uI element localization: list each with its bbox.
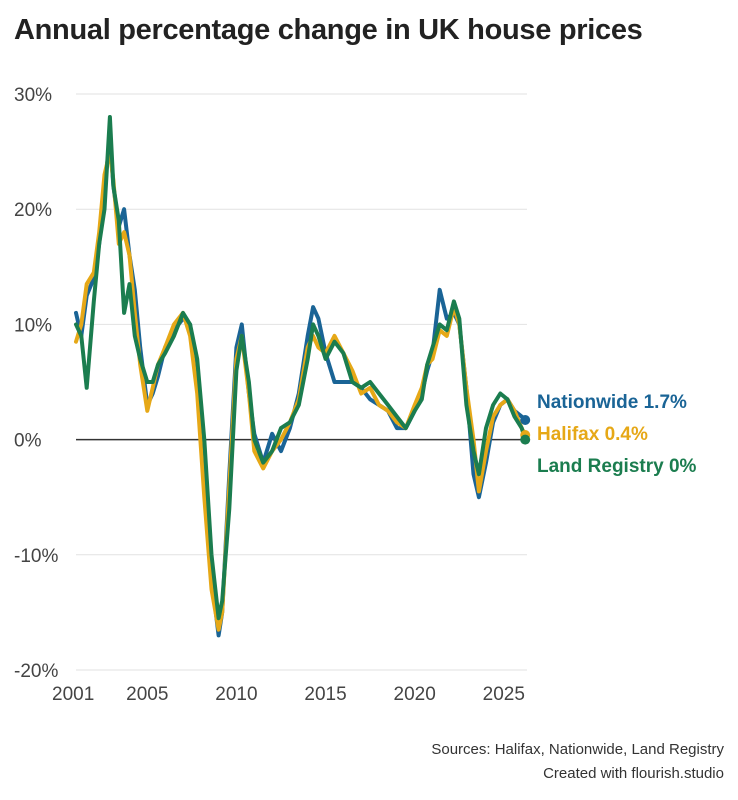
end-label-halifax: Halifax 0.4%	[537, 424, 648, 445]
chart-title: Annual percentage change in UK house pri…	[14, 14, 643, 46]
end-label-nationwide: Nationwide 1.7%	[537, 392, 687, 413]
flourish-credit[interactable]: Created with flourish.studio	[543, 765, 724, 782]
sources-note: Sources: Halifax, Nationwide, Land Regis…	[431, 741, 724, 758]
line-chart: 30% 20% 10% 0% -10% -20% 2001 2005 2010 2015 2020…	[14, 85, 697, 705]
grid-layer	[76, 93, 527, 671]
y-tick-label: -10%	[14, 546, 58, 567]
end-point-land-registry	[520, 434, 531, 445]
x-tick-label: 2001	[52, 684, 94, 705]
series-layer	[74, 115, 531, 638]
end-point-nationwide	[520, 415, 531, 426]
y-tick-label: 10%	[14, 315, 52, 336]
end-label-land-registry: Land Registry 0%	[537, 456, 697, 477]
x-tick-label: 2005	[126, 684, 168, 705]
y-tick-label: -20%	[14, 661, 58, 682]
y-tick-label: 0%	[14, 431, 42, 452]
x-axis: 2001 2005 2010 2015 2020 2025	[52, 684, 525, 705]
x-tick-label: 2020	[394, 684, 436, 705]
x-tick-label: 2025	[483, 684, 525, 705]
chart-footer: Sources: Halifax, Nationwide, Land Regis…	[431, 738, 724, 786]
x-tick-label: 2010	[215, 684, 257, 705]
series-line-land-registry	[74, 115, 528, 621]
y-tick-label: 20%	[14, 200, 52, 221]
y-axis: 30% 20% 10% 0% -10% -20%	[14, 85, 58, 682]
x-tick-label: 2015	[304, 684, 346, 705]
end-labels: Nationwide 1.7% Halifax 0.4% Land Registry…	[537, 392, 697, 477]
y-tick-label: 30%	[14, 85, 52, 106]
